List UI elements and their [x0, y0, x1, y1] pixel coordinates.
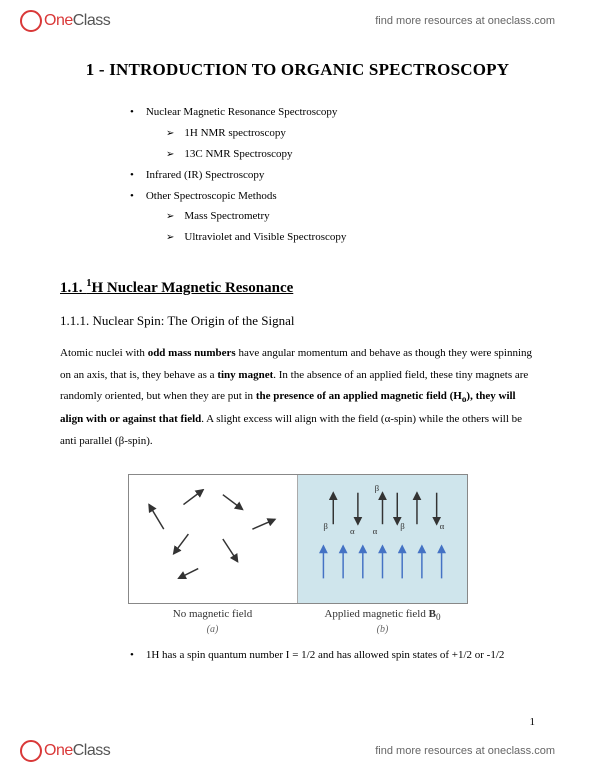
subsection-heading: 1.1.1. Nuclear Spin: The Origin of the S… [60, 313, 535, 329]
list-item: 1H NMR spectroscopy [166, 123, 535, 144]
sub-list: Mass Spectrometry Ultraviolet and Visibl… [130, 206, 535, 248]
caption-right: Applied magnetic field B0 [298, 604, 468, 624]
caption-left: No magnetic field [128, 604, 298, 624]
logo-text: OneClass [44, 12, 110, 30]
caption-sub: 0 [436, 612, 441, 622]
page-title: 1 - INTRODUCTION TO ORGANIC SPECTROSCOPY [60, 60, 535, 80]
aligned-arrows-svg: β α β β α α [298, 475, 467, 603]
footnote-list: 1H has a spin quantum number I = 1/2 and… [60, 649, 535, 661]
heading-text: H Nuclear Magnetic Resonance [92, 280, 294, 296]
logo-class: Class [73, 12, 111, 29]
beta-label: β [400, 521, 405, 531]
para-bold: tiny magnet [217, 369, 273, 381]
heading-prefix: 1.1. [60, 280, 86, 296]
logo: OneClass [20, 10, 110, 32]
logo-class: Class [73, 742, 111, 759]
sub-list: 1H NMR spectroscopy 13C NMR Spectroscopy [130, 123, 535, 165]
figure-right-panel: β α β β α α [298, 475, 467, 603]
list-item: 13C NMR Spectroscopy [166, 144, 535, 165]
caption-text: Applied magnetic field [324, 608, 428, 620]
logo-text: OneClass [44, 742, 110, 760]
logo-ring-icon [20, 10, 42, 32]
random-arrows-svg [129, 475, 297, 603]
page-number: 1 [530, 716, 536, 728]
beta-label: β [323, 521, 328, 531]
list-item-label: Other Spectroscopic Methods [146, 190, 277, 202]
figure: β α β β α α [128, 474, 468, 635]
list-item: Nuclear Magnetic Resonance Spectroscopy … [130, 102, 535, 165]
list-item: Infrared (IR) Spectroscopy [130, 165, 535, 186]
figure-box: β α β β α α [128, 474, 468, 604]
para-text: Atomic nuclei with [60, 347, 148, 359]
caption-b: B [429, 608, 436, 620]
logo-one: One [44, 742, 73, 759]
list-item: Mass Spectrometry [166, 206, 535, 227]
footnote-item: 1H has a spin quantum number I = 1/2 and… [130, 649, 535, 661]
figure-ab-row: (a) (b) [128, 624, 468, 635]
topics-list: Nuclear Magnetic Resonance Spectroscopy … [60, 102, 535, 248]
label-b: (b) [298, 624, 468, 635]
resources-link[interactable]: find more resources at oneclass.com [375, 745, 555, 757]
para-bold-text: the presence of an applied magnetic fiel… [256, 390, 462, 402]
page-header: OneClass find more resources at oneclass… [0, 0, 595, 40]
figure-caption-row: No magnetic field Applied magnetic field… [128, 604, 468, 624]
section-heading: 1.1. 1H Nuclear Magnetic Resonance [60, 278, 535, 297]
resources-link[interactable]: find more resources at oneclass.com [375, 15, 555, 27]
page-content: 1 - INTRODUCTION TO ORGANIC SPECTROSCOPY… [0, 40, 595, 661]
list-item: Other Spectroscopic Methods Mass Spectro… [130, 186, 535, 249]
para-bold: odd mass numbers [148, 347, 236, 359]
list-item: Ultraviolet and Visible Spectroscopy [166, 227, 535, 248]
label-a: (a) [128, 624, 298, 635]
list-item-label: Nuclear Magnetic Resonance Spectroscopy [146, 106, 338, 118]
logo: OneClass [20, 740, 110, 762]
page-footer: OneClass find more resources at oneclass… [0, 734, 595, 770]
alpha-label: α [439, 521, 444, 531]
figure-left-panel [129, 475, 298, 603]
logo-one: One [44, 12, 73, 29]
logo-ring-icon [20, 740, 42, 762]
alpha-label: α [372, 526, 377, 536]
body-paragraph: Atomic nuclei with odd mass numbers have… [60, 343, 535, 452]
alpha-label: α [350, 526, 355, 536]
beta-label: β [374, 483, 379, 493]
